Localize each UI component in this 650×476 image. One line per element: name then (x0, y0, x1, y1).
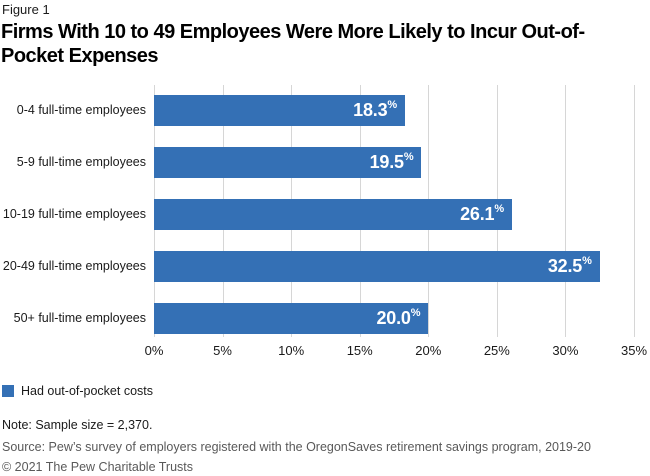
category-label: 10-19 full-time employees (2, 207, 146, 221)
x-axis-tick-label: 15% (346, 343, 373, 358)
legend: Had out-of-pocket costs (2, 384, 153, 398)
legend-swatch (2, 385, 14, 397)
category-label: 50+ full-time employees (13, 311, 146, 325)
bar-chart-plot-area: 0-4 full-time employees 18.3% 5-9 full-tim… (0, 85, 650, 337)
gridline (634, 85, 635, 337)
gridline (565, 85, 567, 337)
bar: 19.5% (154, 147, 422, 178)
note-text: Note: Sample size = 2,370. (2, 418, 153, 432)
bar-value-label: 20.0% (376, 307, 421, 329)
x-axis-tick-label: 10% (278, 343, 305, 358)
source-text: Source: Pew’s survey of employers regist… (2, 440, 591, 454)
figure-label: Figure 1 (2, 2, 50, 17)
bar: 20.0% (154, 303, 429, 334)
x-axis-tick-labels: 0% 5% 10% 15% 20% 25% 30% 35% (0, 343, 650, 361)
chart-title: Firms With 10 to 49 Employees Were More … (1, 20, 585, 68)
bar-value-label: 18.3% (353, 99, 397, 121)
category-label: 0-4 full-time employees (16, 103, 146, 117)
bar-value-label: 32.5% (547, 255, 592, 277)
chart-title-line-1: Firms With 10 to 49 Employees Were More … (1, 21, 585, 43)
category-label: 20-49 full-time employees (2, 259, 146, 273)
bar-value-label: 26.1% (460, 203, 504, 225)
x-axis-tick-label: 25% (483, 343, 510, 358)
x-axis-tick-label: 5% (213, 343, 232, 358)
bar-value-label: 19.5% (369, 151, 414, 173)
x-axis-tick-label: 20% (415, 343, 442, 358)
x-axis-tick-label: 35% (620, 343, 648, 358)
x-axis-tick-label: 30% (552, 343, 579, 358)
copyright-text: © 2021 The Pew Charitable Trusts (2, 460, 194, 474)
chart-title-line-2: Pocket Expenses (1, 45, 159, 67)
legend-label: Had out-of-pocket costs (21, 384, 154, 398)
category-label: 5-9 full-time employees (16, 155, 146, 169)
bar: 18.3% (154, 95, 405, 126)
bar: 32.5% (154, 251, 600, 282)
x-axis-tick-label: 0% (144, 343, 164, 358)
bar: 26.1% (154, 199, 512, 230)
